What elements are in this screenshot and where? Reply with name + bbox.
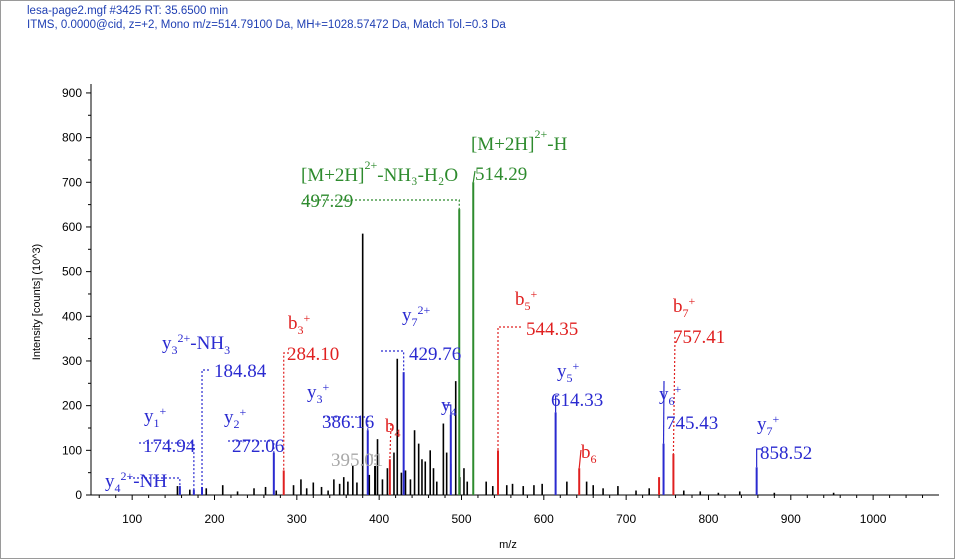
- ion-label-b5: b5+​: [515, 287, 538, 313]
- y-tick-label: 700: [62, 175, 82, 189]
- y-axis-title: Intensity [counts] (10^3): [31, 244, 43, 360]
- y-tick-label: 600: [62, 220, 82, 234]
- ion-label-y6: y6+​: [659, 382, 682, 408]
- y-tick-label: 100: [62, 443, 82, 457]
- ion-label-b6: b6​: [581, 442, 597, 466]
- annotation-leaders: [129, 171, 761, 491]
- ion-label-y1: y1+​: [144, 404, 167, 430]
- leader-y7b: [381, 351, 404, 372]
- y-tick-label: 800: [62, 131, 82, 145]
- ion-mz-y7b: 429.76: [409, 344, 461, 365]
- ion-mz-y6: 745.43: [666, 413, 718, 434]
- x-tick-label: 1000: [860, 512, 887, 526]
- ion-mz-b3: 284.10: [287, 344, 339, 365]
- ion-label-y5: y5+​: [557, 359, 580, 385]
- ion-label-y2: y2+​: [224, 405, 247, 431]
- x-tick-label: 900: [781, 512, 801, 526]
- ion-label-y7b: y72+​: [402, 303, 431, 329]
- ion-label-b3: b3+​: [288, 311, 311, 337]
- x-tick-label: 200: [204, 512, 224, 526]
- y-tick-label: 400: [62, 309, 82, 323]
- ion-mz-y1: 174.94: [143, 436, 196, 457]
- ion-mz-y7: 858.52: [760, 443, 812, 464]
- ion-mz-y5: 614.33: [551, 390, 603, 411]
- y-tick-label: 300: [62, 354, 82, 368]
- ion-label-mh: [M+2H]2+-H: [471, 127, 568, 155]
- ion-label-mnh3: [M+2H]2+-NH₃-H₂O: [301, 158, 458, 186]
- y-tick-label: 900: [62, 86, 82, 100]
- leader-y3nh3: [202, 370, 209, 488]
- ion-label-b4: b4​: [385, 416, 401, 440]
- ion-mz-mnh3: 497.29: [301, 191, 353, 212]
- y-tick-label: 500: [62, 265, 82, 279]
- ion-mz-p395: 395.01: [331, 450, 383, 471]
- ion-mz-y3: 386.16: [322, 412, 374, 433]
- ion-label-y3: y3+​: [307, 380, 330, 406]
- x-tick-label: 300: [287, 512, 307, 526]
- ion-mz-mh: 514.29: [475, 164, 527, 185]
- ion-label-b7: b7+​: [673, 294, 696, 320]
- x-tick-label: 600: [534, 512, 554, 526]
- ion-mz-y3nh3: 184.84: [214, 361, 267, 382]
- x-tick-label: 800: [698, 512, 718, 526]
- y-tick-label: 0: [75, 488, 82, 502]
- ion-mz-y2: 272.06: [232, 436, 284, 457]
- leader-b5: [498, 327, 521, 450]
- leader-b3: [284, 353, 289, 470]
- x-tick-label: 500: [451, 512, 471, 526]
- ion-label-y7: y7+​: [757, 412, 780, 438]
- ion-label-y4: y4​: [441, 395, 457, 419]
- y-tick-label: 200: [62, 399, 82, 413]
- x-axis-title: m/z: [499, 539, 517, 551]
- ion-mz-b5: 544.35: [526, 319, 578, 340]
- ion-label-y3nh3: y32+-NH3: [162, 331, 230, 357]
- ion-mz-b7: 757.41: [673, 327, 725, 348]
- x-tick-label: 400: [369, 512, 389, 526]
- ion-label-y4nh: y42+-NH: [105, 469, 167, 495]
- x-tick-label: 700: [616, 512, 636, 526]
- x-tick-label: 100: [122, 512, 142, 526]
